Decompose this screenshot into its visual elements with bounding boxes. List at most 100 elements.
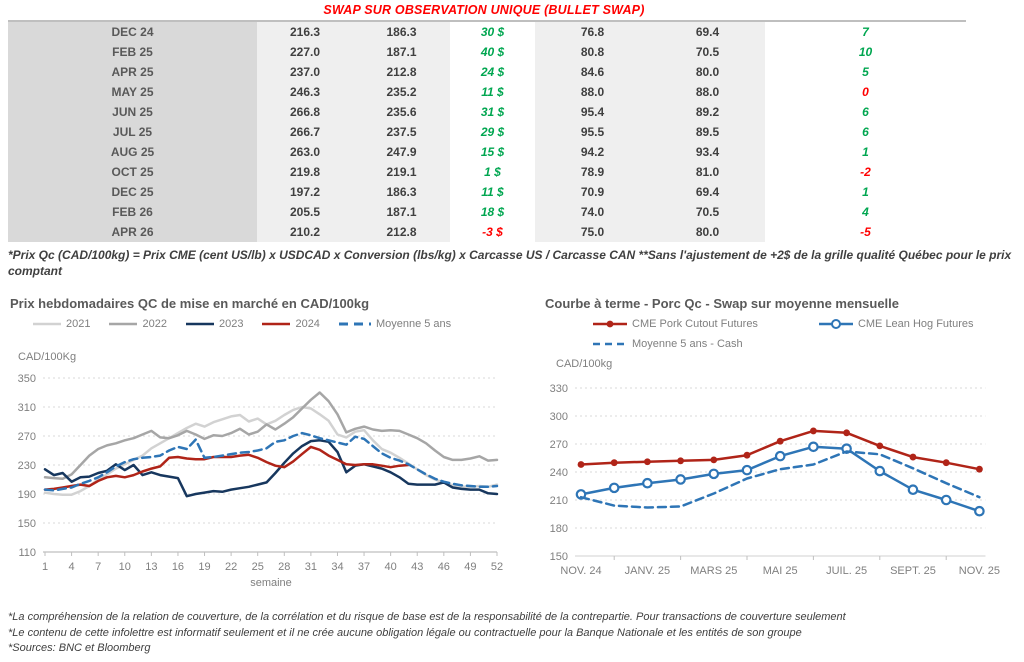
- svg-text:JUIL. 25: JUIL. 25: [826, 565, 867, 577]
- table-cell-us_swap: 74.0: [535, 202, 650, 222]
- svg-text:330: 330: [550, 383, 568, 395]
- dashed-line-swatch: [593, 342, 627, 346]
- table-cell-us_cash: 93.4: [650, 142, 765, 162]
- table-cell-month: JUL 25: [8, 122, 257, 142]
- bullet-swap-table: DEC 24 216.3 186.3 30 $76.8 69.4 7 FEB 25 227.0…: [8, 20, 966, 242]
- legend-item-2021: 2021: [32, 318, 90, 330]
- table-cell-us_cash: 69.4: [650, 22, 765, 42]
- table-cell-cad_cash: 235.6: [353, 102, 450, 122]
- table-cell-us_swap: 84.6: [535, 62, 650, 82]
- swap-table-row: APR 25 237.0 212.8 24 $84.6 80.0 5: [8, 62, 966, 82]
- table-cell-month: MAY 25: [8, 82, 257, 102]
- swap-table-row: FEB 26 205.5 187.1 18 $74.0 70.5 4: [8, 202, 966, 222]
- table-cell-cad_cash: 186.3: [353, 182, 450, 202]
- svg-text:270: 270: [550, 439, 568, 451]
- svg-text:37: 37: [358, 561, 370, 573]
- table-cell-cad_swap: 266.7: [257, 122, 353, 142]
- dashed-line-swatch: [338, 322, 371, 326]
- table-cell-us_cash: 81.0: [650, 162, 765, 182]
- table-cell-cad_diff: 18 $: [450, 202, 535, 222]
- svg-text:31: 31: [305, 561, 317, 573]
- svg-text:230: 230: [18, 460, 36, 472]
- line-swatch-2024: [262, 322, 291, 326]
- table-cell-us_swap: 88.0: [535, 82, 650, 102]
- forward-curve-title: Courbe à terme - Porc Qc - Swap sur moye…: [545, 296, 899, 311]
- table-cell-cad_diff: 15 $: [450, 142, 535, 162]
- table-cell-us_cash: 88.0: [650, 82, 765, 102]
- table-cell-us_swap: 76.8: [535, 22, 650, 42]
- weekly-chart-title: Prix hebdomadaires QC de mise en marché …: [10, 296, 370, 311]
- svg-text:43: 43: [411, 561, 423, 573]
- table-cell-cad_diff: 1 $: [450, 162, 535, 182]
- table-cell-month: DEC 25: [8, 182, 257, 202]
- swap-table-row: DEC 24 216.3 186.3 30 $76.8 69.4 7: [8, 22, 966, 42]
- table-footnote: *Prix Qc (CAD/100kg) = Prix CME (cent US…: [8, 248, 1012, 278]
- table-cell-cad_swap: 210.2: [257, 222, 353, 242]
- svg-text:210: 210: [550, 495, 568, 507]
- table-cell-cad_swap: 219.8: [257, 162, 353, 182]
- svg-text:180: 180: [550, 523, 568, 535]
- weekly-chart-legend: 2021 2022 2023 2024 Moyenne 5 ans: [32, 318, 469, 330]
- table-cell-cad_cash: 247.9: [353, 142, 450, 162]
- table-cell-cad_swap: 197.2: [257, 182, 353, 202]
- svg-text:46: 46: [438, 561, 450, 573]
- table-cell-cad_swap: 227.0: [257, 42, 353, 62]
- swap-table-row: JUL 25 266.7 237.5 29 $95.5 89.5 6: [8, 122, 966, 142]
- table-cell-cad_cash: 186.3: [353, 22, 450, 42]
- table-cell-month: FEB 26: [8, 202, 257, 222]
- swap-table-row: MAY 25 246.3 235.2 11 $88.0 88.0 0: [8, 82, 966, 102]
- svg-text:40: 40: [385, 561, 397, 573]
- table-cell-cad_cash: 235.2: [353, 82, 450, 102]
- disclaimer: *La compréhension de la relation de couv…: [8, 610, 1020, 657]
- table-cell-month: FEB 25: [8, 42, 257, 62]
- svg-text:150: 150: [550, 551, 568, 563]
- table-cell-us_diff: 6: [765, 102, 966, 122]
- svg-text:MARS 25: MARS 25: [690, 565, 737, 577]
- table-cell-cad_diff: 31 $: [450, 102, 535, 122]
- table-cell-cad_diff: 40 $: [450, 42, 535, 62]
- table-cell-us_cash: 69.4: [650, 182, 765, 202]
- svg-text:SEPT. 25: SEPT. 25: [890, 565, 936, 577]
- svg-text:28: 28: [278, 561, 290, 573]
- legend-label: CME Pork Cutout Futures: [632, 318, 758, 330]
- svg-text:13: 13: [145, 561, 157, 573]
- table-cell-cad_diff: 24 $: [450, 62, 535, 82]
- disclaimer-line: *Sources: BNC et Bloomberg: [8, 642, 151, 654]
- svg-text:JANV. 25: JANV. 25: [625, 565, 670, 577]
- svg-text:7: 7: [95, 561, 101, 573]
- swap-table-row: JUN 25 266.8 235.6 31 $95.4 89.2 6: [8, 102, 966, 122]
- page-title: SWAP SUR OBSERVATION UNIQUE (BULLET SWAP…: [323, 3, 645, 17]
- svg-text:semaine: semaine: [250, 577, 292, 589]
- table-cell-us_diff: 7: [765, 22, 966, 42]
- svg-text:10: 10: [119, 561, 131, 573]
- forward-curve-y-unit: CAD/100kg: [556, 358, 613, 370]
- table-cell-us_diff: 10: [765, 42, 966, 62]
- legend-label: Moyenne 5 ans: [375, 318, 452, 330]
- svg-text:19: 19: [198, 561, 210, 573]
- table-cell-cad_diff: 11 $: [450, 82, 535, 102]
- table-cell-cad_cash: 237.5: [353, 122, 450, 142]
- legend-item-moyenne-cash: Moyenne 5 ans - Cash: [592, 338, 743, 350]
- svg-text:310: 310: [18, 402, 36, 414]
- swap-table-row: FEB 25 227.0 187.1 40 $80.8 70.5 10: [8, 42, 966, 62]
- svg-text:MAI 25: MAI 25: [763, 565, 798, 577]
- table-cell-us_swap: 95.4: [535, 102, 650, 122]
- table-cell-us_diff: 1: [765, 182, 966, 202]
- table-cell-month: APR 25: [8, 62, 257, 82]
- table-cell-cad_diff: 30 $: [450, 22, 535, 42]
- disclaimer-line: *La compréhension de la relation de couv…: [8, 611, 846, 623]
- table-cell-cad_cash: 219.1: [353, 162, 450, 182]
- line-swatch-2023: [185, 322, 214, 326]
- svg-text:240: 240: [550, 467, 568, 479]
- table-cell-cad_swap: 237.0: [257, 62, 353, 82]
- table-cell-cad_swap: 263.0: [257, 142, 353, 162]
- table-cell-us_diff: 0: [765, 82, 966, 102]
- legend-label: 2024: [295, 318, 320, 330]
- table-cell-us_swap: 80.8: [535, 42, 650, 62]
- table-cell-us_diff: -5: [765, 222, 966, 242]
- svg-text:52: 52: [491, 561, 503, 573]
- table-cell-us_diff: -2: [765, 162, 966, 182]
- table-cell-us_cash: 70.5: [650, 202, 765, 222]
- svg-text:25: 25: [252, 561, 264, 573]
